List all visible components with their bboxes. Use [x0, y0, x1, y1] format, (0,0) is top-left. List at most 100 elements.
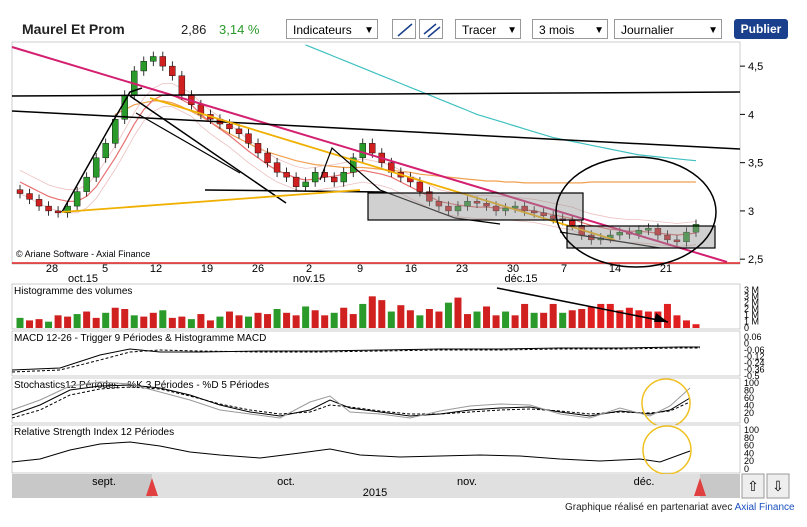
navigator-month-label: nov.	[457, 476, 477, 488]
publish-button[interactable]: Publier	[734, 19, 788, 39]
downtrend-parallel	[135, 112, 241, 174]
chevron-down-icon: ▼	[507, 25, 517, 36]
stochastics-panel: Stochastics12 Périodes - %K 3 Périodes -…	[11, 377, 759, 428]
volume-bar	[483, 306, 491, 328]
volume-bar	[444, 302, 452, 328]
volume-bar	[178, 316, 186, 328]
stochastic-k-line	[11, 384, 691, 417]
volume-bar	[568, 310, 576, 328]
navigator-left-handle[interactable]	[146, 478, 158, 496]
rsi-panel: Relative Strength Index 12 Périodes 1008…	[11, 424, 759, 475]
candle-body	[311, 172, 319, 183]
channel-tool-button[interactable]	[419, 19, 443, 39]
candle-body	[654, 228, 662, 236]
candle-body	[635, 230, 643, 235]
candle-body	[178, 75, 186, 96]
volume-bar	[330, 312, 338, 328]
volume-bar	[197, 314, 205, 328]
partner-link[interactable]: Axial Finance	[734, 502, 795, 513]
stochastics-tick-label: 60	[744, 393, 754, 403]
rsi-tick-label: 80	[744, 433, 754, 443]
candle-body	[435, 201, 443, 207]
macd-panel-frame	[11, 330, 741, 377]
period-select[interactable]: 3 mois ▼	[532, 19, 608, 39]
volume-tick-label: 2 M	[744, 304, 759, 314]
candle-body	[45, 205, 52, 212]
chevron-down-icon: ▼	[708, 25, 718, 36]
candle-body	[692, 224, 700, 233]
volume-bar	[492, 315, 500, 328]
macd-tick-label: -0.24	[744, 358, 765, 368]
trendline-resistance-black	[11, 110, 741, 150]
support-line	[204, 189, 386, 193]
volume-bar	[121, 309, 129, 328]
time-navigator: sept. oct. nov. déc. 2015 ⇧ ⇩	[12, 473, 790, 499]
candle-body	[445, 205, 452, 212]
channel-icon	[423, 23, 441, 38]
volume-bar	[340, 307, 348, 328]
navigator-right-handle[interactable]	[694, 478, 706, 496]
volume-title: Histogramme des volumes	[14, 286, 132, 297]
highlight-ellipse	[555, 156, 717, 268]
navigator-window[interactable]	[152, 474, 700, 498]
candle-body	[64, 205, 71, 214]
volume-bar	[235, 315, 243, 328]
volume-tick-label: 3 M	[744, 285, 759, 295]
volume-bar	[644, 311, 652, 328]
volume-bar	[168, 317, 176, 328]
price-panel: 4,5 4 3,5 3 2,5 28 5 12 19 26 2 9 16 23 30 7 14 21 oct.15…	[11, 41, 763, 285]
candle-body	[540, 212, 547, 216]
indicators-dropdown[interactable]: Indicateurs ▼	[286, 19, 378, 39]
volume-trend-arrow	[496, 287, 669, 323]
trendline-icon	[397, 23, 413, 37]
toolbar: Maurel Et Prom 2,86 3,14 % Indicateurs ▼…	[0, 0, 807, 40]
stochastics-title: Stochastics12 Périodes - %K 3 Périodes -…	[14, 380, 269, 391]
volume-bar	[273, 309, 281, 328]
volume-bar	[111, 307, 119, 328]
candle-body	[340, 172, 347, 183]
downtrend-line	[129, 95, 287, 204]
volume-bar	[606, 303, 614, 328]
volume-bar	[302, 306, 310, 328]
chevron-down-icon: ▼	[364, 25, 374, 36]
footer-text: Graphique réalisé en partenariat avec	[565, 502, 735, 513]
zoom-out-button[interactable]	[766, 473, 790, 499]
candle-body	[16, 189, 24, 194]
rsi-tick-label: 40	[744, 448, 754, 458]
x-tick-label: 16	[405, 263, 417, 275]
trendline-tool-button[interactable]	[392, 19, 416, 39]
candle-body	[569, 220, 576, 226]
volume-bars	[16, 296, 700, 328]
volume-bar	[264, 314, 272, 328]
navigator-year-label: 2015	[363, 487, 387, 499]
candle-body	[645, 228, 652, 231]
arrow-head-icon	[654, 313, 668, 322]
volume-bar	[73, 314, 81, 328]
candle-body	[54, 210, 62, 214]
volume-bar	[454, 297, 462, 328]
y-tick-label: 3,5	[748, 158, 763, 170]
navigator-month-label: sept.	[92, 476, 116, 488]
macd-tick-label: -0.06	[744, 345, 765, 355]
zoom-in-button[interactable]	[741, 473, 765, 499]
range-box-2	[566, 225, 716, 249]
candle-body	[92, 157, 100, 178]
volume-tick-label: 1 M	[744, 317, 759, 327]
volume-bar	[616, 310, 624, 328]
volume-bar	[45, 321, 53, 328]
candle-body	[454, 205, 462, 212]
volume-bar	[682, 320, 690, 328]
volume-bar	[406, 310, 414, 328]
x-tick-label: 2	[306, 263, 312, 275]
volume-bar	[692, 324, 700, 328]
rsi-tick-label: 20	[744, 456, 754, 466]
candle-body	[235, 128, 243, 134]
volume-bar	[673, 315, 681, 328]
interval-select[interactable]: Journalier ▼	[614, 19, 722, 39]
draw-dropdown[interactable]: Tracer ▼	[455, 19, 521, 39]
x-tick-label: 19	[201, 263, 213, 275]
candle-body	[464, 201, 471, 207]
candle-body	[35, 199, 43, 207]
